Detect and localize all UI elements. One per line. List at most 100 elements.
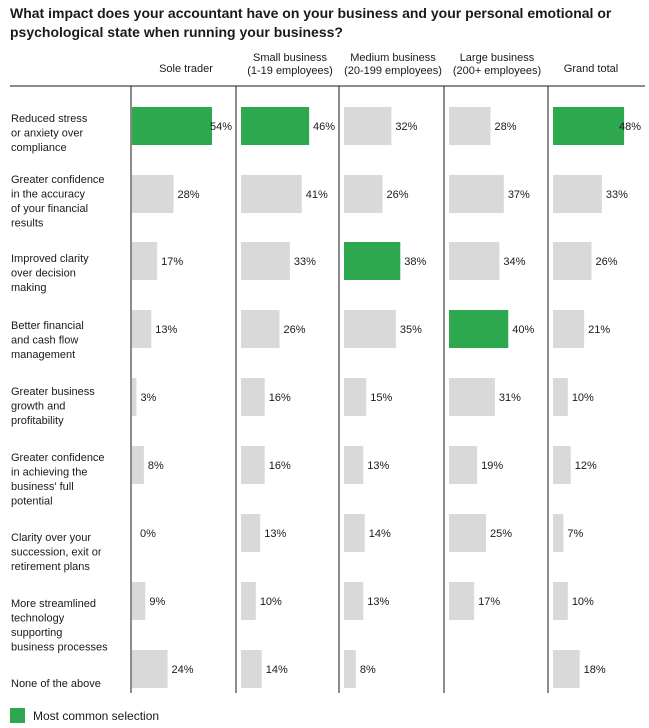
- value-label-0-1: 28%: [177, 189, 199, 201]
- bar-3-4: [449, 378, 495, 416]
- column-subheader-3: (200+ employees): [453, 65, 541, 77]
- bar-0-2: [132, 242, 158, 280]
- value-label-2-5: 13%: [367, 460, 389, 472]
- bar-1-1: [241, 175, 302, 213]
- bar-3-2: [449, 242, 500, 280]
- bar-2-5: [344, 446, 364, 484]
- value-label-3-2: 34%: [503, 256, 525, 268]
- bar-0-4: [132, 378, 137, 416]
- value-label-1-1: 41%: [306, 189, 328, 201]
- row-label-7-line-0: More streamlined: [11, 598, 96, 610]
- value-label-2-8: 8%: [360, 664, 376, 676]
- bar-1-5: [241, 446, 265, 484]
- value-label-1-5: 16%: [269, 460, 291, 472]
- row-label-0-line-2: compliance: [11, 142, 67, 154]
- legend: Most common selection: [10, 708, 159, 723]
- bar-2-8: [344, 650, 356, 688]
- bar-3-7: [449, 582, 475, 620]
- value-label-4-7: 10%: [572, 596, 594, 608]
- legend-swatch: [10, 708, 25, 723]
- value-label-1-2: 33%: [294, 256, 316, 268]
- row-label-6-line-1: succession, exit or: [11, 547, 102, 559]
- bar-2-0: [344, 107, 392, 145]
- bar-1-7: [241, 582, 256, 620]
- bar-3-0: [449, 107, 491, 145]
- row-label-6-line-0: Clarity over your: [11, 532, 91, 544]
- bar-2-1: [344, 175, 383, 213]
- column-header-4: Grand total: [564, 63, 618, 75]
- row-label-5-line-0: Greater confidence: [11, 452, 105, 464]
- bar-4-6: [553, 514, 564, 552]
- row-label-4-line-0: Greater business: [11, 386, 95, 398]
- value-label-0-5: 8%: [148, 460, 164, 472]
- bar-4-0: [553, 107, 625, 145]
- row-label-3-line-0: Better financial: [11, 320, 84, 332]
- row-label-5-line-1: in achieving the: [11, 467, 87, 479]
- bar-1-3: [241, 310, 280, 348]
- value-label-4-6: 7%: [567, 528, 583, 540]
- row-label-7-line-1: technology: [11, 613, 65, 625]
- value-label-2-4: 15%: [370, 392, 392, 404]
- value-label-3-4: 31%: [499, 392, 521, 404]
- bar-1-0: [241, 107, 310, 145]
- value-label-0-2: 17%: [161, 256, 183, 268]
- bar-1-6: [241, 514, 261, 552]
- legend-label: Most common selection: [33, 708, 160, 723]
- value-label-2-7: 13%: [367, 596, 389, 608]
- bar-3-3: [449, 310, 509, 348]
- value-label-1-3: 26%: [284, 324, 306, 336]
- value-label-2-6: 14%: [369, 528, 391, 540]
- chart-title: What impact does your accountant have on…: [10, 5, 612, 40]
- value-label-0-8: 24%: [172, 664, 194, 676]
- bar-4-4: [553, 378, 568, 416]
- value-label-4-2: 26%: [596, 256, 618, 268]
- value-label-3-5: 19%: [481, 460, 503, 472]
- row-label-1-line-3: results: [11, 218, 44, 230]
- row-label-4-line-1: growth and: [11, 401, 65, 413]
- bar-2-4: [344, 378, 367, 416]
- bar-0-8: [132, 650, 168, 688]
- value-label-4-5: 12%: [575, 460, 597, 472]
- column-header-0: Sole trader: [159, 63, 213, 75]
- value-label-0-7: 9%: [149, 596, 165, 608]
- bar-0-5: [132, 446, 144, 484]
- value-label-2-2: 38%: [404, 256, 426, 268]
- column-header-1: Small business: [253, 52, 327, 64]
- bar-0-1: [132, 175, 174, 213]
- row-label-8-line-0: None of the above: [11, 678, 101, 690]
- value-label-0-6: 0%: [140, 528, 156, 540]
- chart: Sole trader Small business(1-19 employees…: [10, 52, 645, 693]
- row-label-1-line-1: in the accuracy: [11, 189, 85, 201]
- value-label-1-8: 14%: [266, 664, 288, 676]
- bar-0-3: [132, 310, 152, 348]
- value-label-4-8: 18%: [584, 664, 606, 676]
- value-label-3-6: 25%: [490, 528, 512, 540]
- column-header-2: Medium business: [350, 52, 436, 64]
- row-label-2-line-1: over decision: [11, 268, 76, 280]
- value-label-3-1: 37%: [508, 189, 530, 201]
- row-label-1-line-2: of your financial: [11, 203, 88, 215]
- row-label-5-line-2: business' full: [11, 481, 74, 493]
- bar-1-2: [241, 242, 290, 280]
- value-label-3-7: 17%: [478, 596, 500, 608]
- value-label-4-3: 21%: [588, 324, 610, 336]
- bar-2-6: [344, 514, 365, 552]
- bar-4-2: [553, 242, 592, 280]
- row-label-5-line-3: potential: [11, 496, 53, 508]
- row-label-4-line-2: profitability: [11, 415, 64, 427]
- bar-3-6: [449, 514, 487, 552]
- value-label-3-0: 28%: [494, 121, 516, 133]
- row-label-2-line-0: Improved clarity: [11, 253, 89, 265]
- value-label-1-0: 46%: [313, 121, 335, 133]
- value-label-0-3: 13%: [155, 324, 177, 336]
- bar-1-8: [241, 650, 262, 688]
- bar-0-7: [132, 582, 146, 620]
- bar-1-4: [241, 378, 265, 416]
- bar-2-2: [344, 242, 401, 280]
- bar-3-5: [449, 446, 478, 484]
- value-label-0-0: 54%: [210, 121, 232, 133]
- bar-4-8: [553, 650, 580, 688]
- value-label-1-4: 16%: [269, 392, 291, 404]
- bar-4-3: [553, 310, 585, 348]
- value-label-2-1: 26%: [387, 189, 409, 201]
